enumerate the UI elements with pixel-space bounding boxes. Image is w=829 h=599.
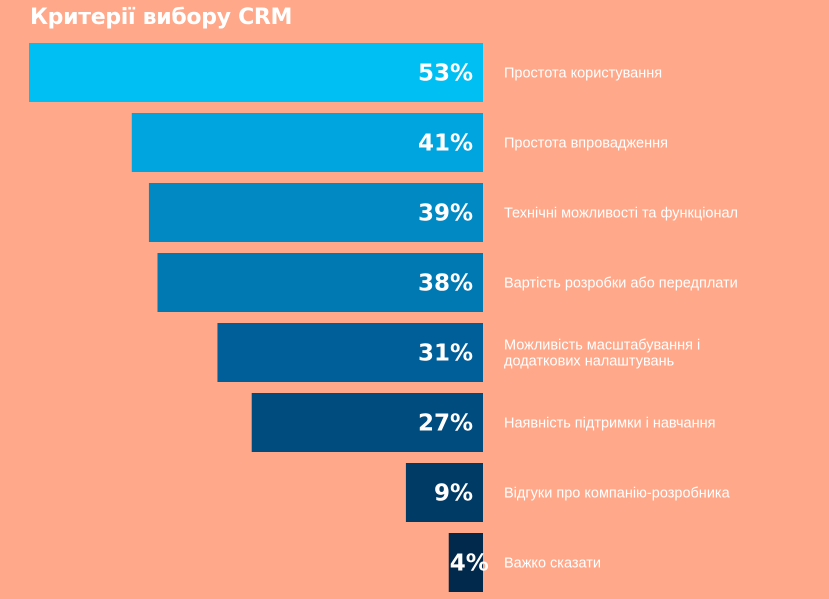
bar-row: 53% Простота користування: [29, 43, 662, 102]
category-label: Простота користування: [504, 66, 662, 82]
category-label: Технічні можливості та функціонал: [504, 206, 738, 222]
bar: [131, 113, 483, 172]
category-label: додаткових налаштувань: [504, 354, 674, 370]
category-label: Наявність підтримки і навчання: [504, 416, 715, 432]
category-label: Простота впровадження: [504, 136, 668, 152]
bar: [29, 43, 483, 102]
bar-value-label: 31%: [418, 341, 473, 367]
bar-value-label: 38%: [418, 271, 473, 297]
bar: [157, 253, 483, 312]
bar-row: 31% Можливість масштабування ідодаткових …: [217, 323, 700, 382]
category-label: Важко сказати: [504, 556, 601, 572]
bar: [405, 463, 483, 522]
bar-value-label: 27%: [418, 411, 473, 437]
bars-layer: 53% Простота користування 41% Простота впро…: [29, 43, 738, 592]
bar-row: 27% Наявність підтримки і навчання: [251, 393, 715, 452]
bar-value-label: 41%: [418, 131, 473, 157]
bar: [448, 533, 483, 592]
category-label: Відгуки про компанію-розробника: [504, 486, 731, 502]
bar-row: 4% Важко сказати: [448, 533, 601, 592]
bar-value-label: 9%: [434, 481, 473, 507]
bar-row: 41% Простота впровадження: [131, 113, 668, 172]
bar-row: 9% Відгуки про компанію-розробника: [405, 463, 731, 522]
category-label: Вартість розробки або передплати: [504, 276, 738, 292]
bar-value-label: 4%: [450, 551, 489, 577]
category-label: Можливість масштабування і: [504, 338, 700, 354]
chart-title: Критерії вибору CRM: [30, 5, 293, 30]
bar: [251, 393, 483, 452]
bar-row: 38% Вартість розробки або передплати: [157, 253, 738, 312]
bar-value-label: 39%: [418, 201, 473, 227]
bar-row: 39% Технічні можливості та функціонал: [148, 183, 738, 242]
bar-value-label: 53%: [418, 61, 473, 87]
bar: [217, 323, 484, 382]
bar: [148, 183, 483, 242]
